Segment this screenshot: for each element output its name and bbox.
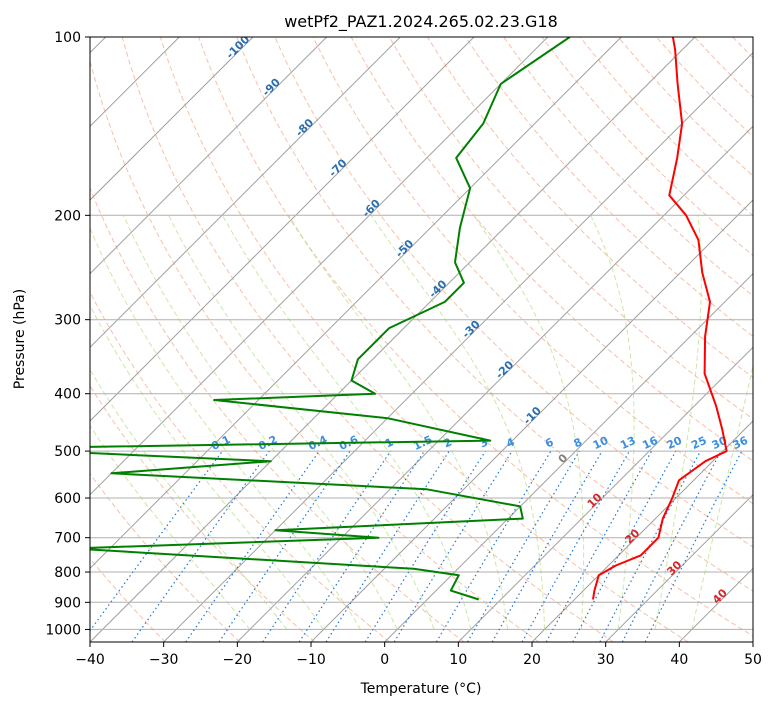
plot-background [90,37,753,642]
isotherm-line [531,420,753,642]
mixing-ratio-line [435,450,552,642]
mixing-ratio-label: 25 [689,434,708,452]
dry-adiabat [90,59,540,642]
moist-adiabat [168,215,435,630]
mixing-ratio-line [599,450,702,642]
isotherm-line [90,37,549,496]
dry-adiabat [90,384,316,642]
isotherm-line [605,493,753,642]
x-tick-label: −10 [296,652,326,668]
dry-adiabat [159,37,689,642]
mixing-ratio-line [466,450,580,642]
isotherm-line [90,37,475,422]
x-tick-label: 20 [523,652,541,668]
temperature-profile [592,37,728,600]
mixing-ratio-line [185,450,320,642]
mixing-ratio-line [218,450,351,642]
isotherm-line [90,37,254,201]
background-lines [90,37,775,642]
x-axis: −40 −30 −20 −10 0 10 20 30 40 50 [75,642,762,668]
y-tick-label: 500 [54,444,81,460]
x-tick-label: 50 [744,652,762,668]
mixing-ratio-line [325,450,450,642]
y-tick-label: 800 [54,565,81,581]
series-lines [90,37,728,601]
dewpoint-profile [90,37,571,601]
mixing-ratio-label: 36 [731,434,751,452]
isotherm-line [752,641,753,642]
moist-adiabat [288,215,509,630]
x-tick-label: 0 [380,652,389,668]
isotherm-line [457,346,753,642]
isotherm-line [384,272,753,642]
x-tick-label: 10 [449,652,467,668]
moist-adiabat [123,215,398,630]
y-tick-label: 600 [54,491,81,507]
x-tick-label: −30 [149,652,179,668]
dry-adiabat [198,37,753,637]
chart-title: wetPf2_PAZ1.2024.265.02.23.G18 [284,12,558,32]
moist-adiabat [90,304,325,630]
dry-adiabat [503,37,753,297]
x-tick-label: −20 [223,652,253,668]
mixing-ratio-line [364,450,486,642]
isotherm-line [90,37,696,642]
mixing-ratio-line [298,450,425,642]
y-tick-label: 200 [54,208,81,224]
dry-adiabat [236,37,753,592]
y-tick-label: 900 [54,595,81,611]
mixing-ratio-line [393,450,513,642]
dry-adiabat [90,472,241,642]
x-tick-label: 30 [597,652,615,668]
dry-adiabat [90,291,390,642]
x-axis-title: Temperature (°C) [360,681,482,697]
mixing-ratio-label: 20 [665,434,685,452]
mixing-ratio-label: 16 [640,434,660,452]
isotherm-line [90,37,401,349]
dry-adiabat [121,37,614,642]
dry-adiabat [771,37,775,642]
moist-adiabat [222,215,472,630]
y-tick-label: 300 [54,313,81,329]
y-axis: 100 200 300 400 500 600 700 800 900 1000 [45,30,90,638]
dry-adiabat [90,186,465,642]
mixing-ratio-label: 10 [591,434,611,452]
y-tick-label: 1000 [45,622,81,638]
dry-adiabat [90,557,166,642]
dry-adiabat [350,37,753,462]
y-axis-title: Pressure (hPa) [12,289,28,389]
dry-adiabat [426,37,753,378]
isotherm-line [310,199,753,642]
isotherm-line [236,125,753,642]
y-tick-label: 700 [54,531,81,547]
x-tick-label: 40 [670,652,688,668]
isotherm-line [90,37,328,275]
dry-adiabat [274,37,753,548]
mixing-ratio-label: 13 [618,434,637,452]
x-tick-label: −40 [75,652,105,668]
y-tick-label: 100 [54,30,81,46]
mixing-ratio-line [572,450,677,642]
mixing-ratio-line [262,450,392,642]
y-tick-label: 400 [54,387,81,403]
isotherm-line [90,37,622,570]
plot-frame [89,36,754,643]
